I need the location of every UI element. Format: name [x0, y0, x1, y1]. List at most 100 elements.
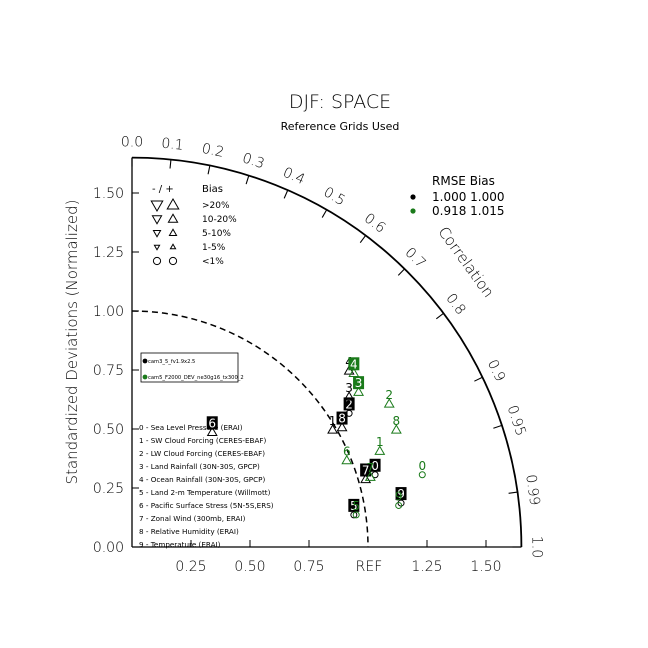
chart-title: DJF: SPACE — [289, 91, 391, 113]
corr-tick-mark — [474, 376, 483, 382]
case-label: cam5_F2000_DEV_ne30g16_tx300_2 — [148, 375, 244, 381]
point-label-box — [369, 458, 381, 472]
bias-legend: - / + Bias >20% 10-20% 5-10% 1-5% <1% — [150, 184, 237, 267]
point-label-box — [360, 463, 372, 477]
bias-row-label: <1% — [202, 257, 224, 267]
point-label: 8 — [338, 412, 346, 426]
data-point: 8 — [390, 414, 402, 434]
y-tick-label: 1.00 — [93, 304, 124, 320]
point-marker — [206, 426, 218, 436]
point-label-box — [348, 357, 360, 371]
corr-tick-label: 0.95 — [504, 403, 529, 438]
point-label: 7 — [362, 463, 370, 477]
stats-row-text: 0.918 1.015 — [432, 204, 505, 218]
variable-legend-item: 6 - Pacific Surface Stress (5N-5S,ERS) — [139, 501, 274, 510]
data-point: 9 — [395, 487, 407, 507]
data-point: 5 — [348, 498, 360, 519]
corr-tick-label: 0.6 — [361, 210, 388, 236]
point-label: 8 — [392, 414, 400, 428]
data-point: 1 — [374, 435, 386, 455]
data-point: 1 — [327, 414, 339, 434]
y-tick-label: 1.25 — [93, 245, 124, 261]
corr-tick-mark — [207, 165, 211, 175]
point-label: 2 — [345, 397, 353, 411]
bias-legend-signs: - / + — [152, 184, 174, 195]
bias-row-label: >20% — [202, 201, 230, 211]
data-point: 9 — [395, 489, 403, 509]
point-label: 2 — [385, 388, 393, 402]
bias-positive-triangle-icon — [169, 243, 177, 250]
y-tick-label: 0.00 — [93, 540, 124, 556]
point-label: 3 — [355, 376, 363, 390]
corr-tick-mark — [435, 312, 444, 320]
bias-negative-triangle-icon — [150, 200, 164, 213]
corr-tick-label: 0.1 — [161, 136, 185, 154]
case-legend: cam3_5_fv1.9x2.5 cam5_F2000_DEV_ne30g16_… — [140, 352, 244, 383]
variable-legend-item: 2 - LW Cloud Forcing (CERES-EBAF) — [139, 449, 265, 458]
y-axis-label: Standardized Deviations (Normalized) — [63, 200, 81, 485]
variable-legend: 0 - Sea Level Pressure (ERAI) 1 - SW Clo… — [139, 423, 274, 549]
point-label-box — [343, 397, 355, 411]
point-label: 1 — [329, 414, 337, 428]
bias-negative-circle-icon — [152, 256, 162, 266]
corr-tick-label: 0.2 — [200, 141, 225, 161]
corr-tick-label: 0.99 — [522, 473, 542, 506]
point-label: 5 — [352, 499, 360, 513]
point-marker — [343, 391, 355, 401]
corr-tick-label: 0.0 — [121, 135, 143, 151]
point-marker — [336, 421, 348, 432]
corr-tick-mark — [283, 189, 289, 199]
point-label: 9 — [395, 489, 403, 503]
point-label: 0 — [371, 459, 379, 473]
point-marker — [383, 398, 395, 408]
point-label: 3 — [345, 381, 353, 395]
data-point: 3 — [353, 376, 365, 396]
x-tick-label: 1.50 — [470, 559, 501, 575]
point-label: 4 — [350, 357, 358, 371]
bias-negative-triangle-icon — [153, 244, 161, 251]
point-marker — [418, 471, 426, 479]
point-marker — [364, 471, 376, 481]
variable-legend-item: 8 - Relative Humidity (ERAI) — [139, 527, 239, 536]
stats-legend: RMSE Bias 1.000 1.000 0.918 1.015 — [410, 174, 505, 218]
diagram-frame — [131, 156, 523, 548]
point-label: 7 — [367, 461, 375, 475]
x-tick-label: 1.25 — [411, 559, 442, 575]
data-point: 0 — [418, 459, 426, 479]
bias-positive-circle-icon — [168, 256, 178, 266]
point-marker — [390, 424, 402, 434]
variable-legend-item: 3 - Land Rainfall (30N-30S, GPCP) — [139, 462, 260, 471]
point-marker — [395, 501, 403, 509]
point-label: 0 — [418, 459, 426, 473]
data-point: 7 — [360, 463, 372, 484]
variable-legend-item: 4 - Ocean Rainfall (30N-30S, GPCP) — [139, 475, 265, 484]
point-label: 1 — [376, 435, 384, 449]
x-tick-label: 0.50 — [234, 559, 265, 575]
case-dot-icon — [142, 358, 148, 364]
point-label-box — [353, 376, 365, 390]
data-point: 5 — [352, 499, 360, 519]
variable-legend-item: 1 - SW Cloud Forcing (CERES-EBAF) — [139, 436, 267, 445]
corr-tick-mark — [245, 175, 250, 185]
stats-legend-header: RMSE Bias — [432, 174, 495, 188]
point-label: 6 — [343, 445, 351, 459]
case-dot-icon — [142, 374, 148, 380]
corr-tick-mark — [321, 209, 328, 218]
bias-positive-triangle-icon — [168, 228, 178, 236]
bias-positive-triangle-icon — [167, 213, 179, 223]
bias-negative-triangle-icon — [151, 215, 163, 225]
data-point: 3 — [343, 381, 355, 401]
data-point: 7 — [364, 461, 376, 481]
stats-row-text: 1.000 1.000 — [432, 190, 505, 204]
corr-tick-mark — [493, 424, 503, 429]
bias-row-label: 1-5% — [202, 243, 226, 253]
point-marker — [327, 424, 339, 434]
point-label: 6 — [208, 416, 216, 430]
corr-tick-mark — [359, 235, 367, 244]
corr-tick-label: 0.7 — [402, 245, 429, 272]
bias-row-label: 10-20% — [202, 215, 237, 225]
corr-tick-mark — [508, 491, 518, 494]
variable-legend-item: 7 - Zonal Wind (300mb, ERAI) — [139, 514, 246, 523]
data-points: 01234567890123456789 — [206, 355, 426, 519]
corr-tick-label: 0.3 — [240, 150, 266, 172]
